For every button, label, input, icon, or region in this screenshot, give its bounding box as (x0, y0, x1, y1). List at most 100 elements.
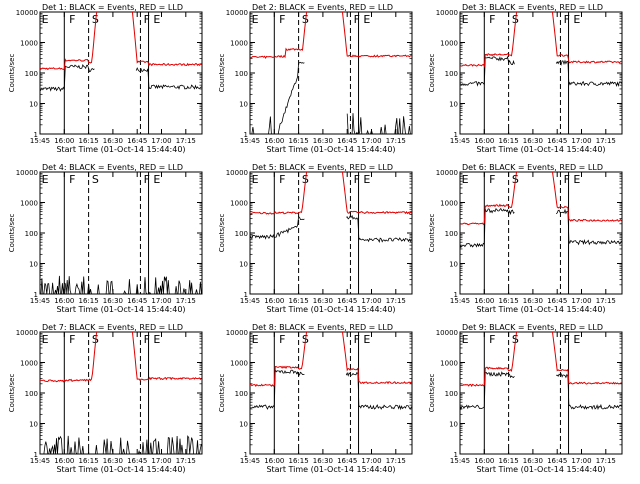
y-tick-label: 1 (244, 291, 248, 299)
x-tick-label: 17:15 (386, 137, 406, 145)
x-tick-label: 16:45 (127, 297, 147, 305)
phase-marker: E (363, 173, 370, 186)
x-tick-label: 15:45 (450, 297, 470, 305)
phase-marker: E (462, 333, 469, 346)
phase-marker: E (42, 13, 49, 26)
phase-marker: F (489, 13, 495, 26)
phase-marker: S (92, 173, 99, 186)
x-tick-label: 16:15 (499, 137, 519, 145)
x-tick-label: 17:00 (571, 137, 591, 145)
x-tick-label: 16:30 (523, 137, 543, 145)
events-series (135, 67, 202, 90)
y-tick-label: 10 (449, 421, 458, 429)
phase-marker: E (42, 173, 49, 186)
x-tick-label: 15:45 (240, 457, 260, 465)
panel-det6: Det 6: BLACK = Events, RED = LLD 1 10 100 10… (428, 163, 623, 314)
panel-title: Det 1: BLACK = Events, RED = LLD (42, 3, 183, 12)
x-tick-label: 16:15 (289, 297, 309, 305)
phase-marker: F (489, 333, 495, 346)
phase-marker: F (279, 13, 285, 26)
x-tick-label: 16:15 (289, 137, 309, 145)
x-tick-label: 17:15 (176, 457, 196, 465)
x-tick-label: 17:00 (151, 137, 171, 145)
y-axis-label: Counts/sec (428, 374, 436, 413)
y-tick-label: 100 (235, 70, 248, 78)
y-tick-label: 100 (25, 230, 38, 238)
x-tick-label: 17:00 (151, 297, 171, 305)
x-tick-label: 16:30 (313, 297, 333, 305)
phase-marker: F (69, 173, 75, 186)
panel-det4: Det 4: BLACK = Events, RED = LLD 1 10 100 10… (8, 163, 203, 314)
phase-marker: E (153, 173, 160, 186)
x-tick-label: 16:30 (523, 297, 543, 305)
y-tick-label: 1000 (20, 360, 38, 368)
y-tick-label: 1 (244, 131, 248, 139)
y-tick-label: 10000 (16, 169, 38, 177)
x-tick-label: 16:30 (523, 457, 543, 465)
y-tick-label: 10000 (16, 329, 38, 337)
events-series (460, 207, 515, 248)
phase-marker: F (354, 173, 360, 186)
phase-marker: E (573, 173, 580, 186)
phase-marker: F (489, 173, 495, 186)
y-tick-label: 1 (34, 451, 38, 459)
panel-det5: Det 5: BLACK = Events, RED = LLD 1 10 100 10… (218, 163, 413, 314)
panel-det3: Det 3: BLACK = Events, RED = LLD 1 10 100 10… (428, 3, 623, 154)
y-tick-label: 10000 (436, 169, 458, 177)
x-tick-label: 16:00 (264, 457, 284, 465)
x-tick-label: 16:30 (103, 297, 123, 305)
y-tick-label: 100 (25, 390, 38, 398)
x-tick-label: 15:45 (240, 297, 260, 305)
y-tick-label: 100 (25, 70, 38, 78)
phase-marker: F (279, 173, 285, 186)
phase-marker: F (69, 333, 75, 346)
events-series (346, 214, 412, 244)
x-tick-label: 16:15 (79, 457, 99, 465)
phase-marker: E (462, 173, 469, 186)
panel-title: Det 4: BLACK = Events, RED = LLD (42, 163, 183, 172)
series-group (40, 12, 202, 92)
events-series (250, 369, 305, 410)
phase-marker: F (564, 13, 570, 26)
events-series (556, 372, 622, 411)
y-tick-label: 10 (29, 261, 38, 269)
x-tick-label: 17:00 (361, 137, 381, 145)
y-axis-label: Counts/sec (428, 54, 436, 93)
events-series (345, 371, 412, 411)
phase-marker: F (354, 333, 360, 346)
y-tick-label: 10 (449, 101, 458, 109)
lld-series (460, 332, 622, 388)
lld-series (460, 172, 622, 226)
y-tick-label: 10000 (16, 9, 38, 17)
y-axis-label: Counts/sec (8, 214, 16, 253)
y-tick-label: 1000 (440, 360, 458, 368)
x-axis-label: Start Time (01-Oct-14 15:44:40) (266, 465, 395, 474)
phase-marker: S (92, 13, 99, 26)
lld-series (250, 12, 412, 59)
series-group (250, 172, 412, 244)
phase-marker: E (42, 333, 49, 346)
panel-det7: Det 7: BLACK = Events, RED = LLD 1 10 100 10… (8, 323, 203, 474)
x-tick-label: 16:00 (54, 297, 74, 305)
phase-marker: F (69, 13, 75, 26)
phase-marker: E (573, 13, 580, 26)
lld-series (460, 12, 622, 68)
panel-title: Det 7: BLACK = Events, RED = LLD (42, 323, 183, 332)
y-tick-label: 100 (235, 390, 248, 398)
phase-marker: E (153, 13, 160, 26)
lld-series (250, 172, 412, 215)
x-tick-label: 15:45 (30, 137, 50, 145)
series-group (40, 275, 202, 294)
y-tick-label: 1000 (440, 200, 458, 208)
phase-marker: E (252, 13, 259, 26)
x-tick-label: 16:00 (54, 137, 74, 145)
events-series (555, 208, 622, 246)
y-tick-label: 10 (29, 101, 38, 109)
phase-marker: F (144, 333, 150, 346)
x-tick-label: 16:45 (547, 457, 567, 465)
events-series (40, 275, 202, 294)
y-tick-label: 10000 (436, 329, 458, 337)
x-tick-label: 17:15 (386, 457, 406, 465)
phase-marker: F (144, 13, 150, 26)
